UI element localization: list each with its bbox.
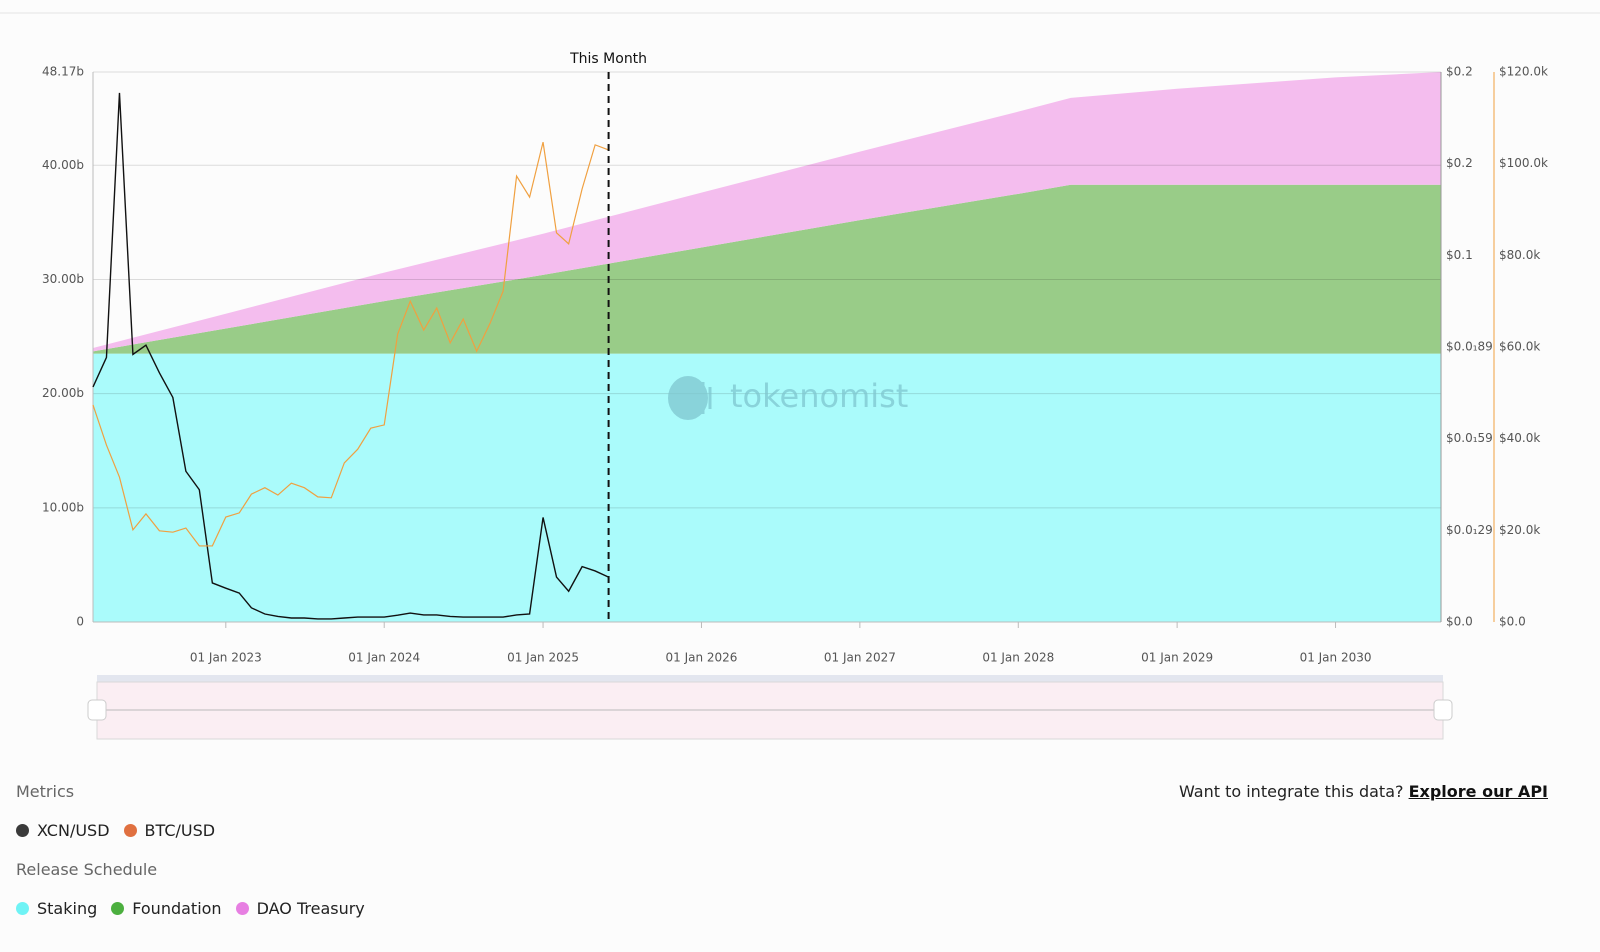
- legend-label: DAO Treasury: [256, 899, 365, 918]
- y2-tick-label: $0.1: [1446, 248, 1473, 262]
- line: [92, 92, 609, 620]
- y2-tick-label: $0.0₁89: [1446, 340, 1493, 354]
- legend: XCN/USD BTC/USD: [16, 821, 215, 840]
- this-month-label: This Month: [569, 51, 647, 67]
- y2-tick-label: $0.0: [1446, 615, 1473, 629]
- watermark: tokenomist: [668, 376, 908, 420]
- watermark-text: tokenomist: [730, 377, 908, 415]
- legend-item[interactable]: XCN/USD: [16, 821, 110, 840]
- y2-tick-label: $0.2: [1446, 156, 1473, 170]
- legend-label: Foundation: [132, 899, 222, 918]
- metrics-title: Metrics: [16, 782, 75, 801]
- line: [92, 141, 609, 547]
- api-link[interactable]: Explore our API: [1408, 782, 1548, 801]
- schedule-title: Release Schedule: [16, 860, 158, 879]
- legend-dot: [16, 902, 29, 915]
- area: [93, 184, 1441, 354]
- legend-label: Staking: [37, 899, 98, 918]
- legend-item[interactable]: Staking: [16, 899, 97, 918]
- y3-tick-label: $0.0: [1499, 615, 1526, 629]
- y-tick-label: 10.00b: [42, 500, 84, 514]
- y2-tick-label: $0.0₁59: [1446, 431, 1493, 445]
- y-tick-label: 0: [76, 615, 84, 629]
- navigator-handle[interactable]: [1433, 699, 1453, 721]
- x-tick-label: 01 Jan 2024: [348, 651, 420, 665]
- legend-dot: [235, 902, 249, 915]
- navigator[interactable]: [87, 675, 1453, 740]
- y2-tick-label: $0.0₁29: [1446, 523, 1493, 537]
- y3-tick-label: $100.0k: [1499, 156, 1548, 170]
- y-tick-label: 30.00b: [42, 272, 84, 286]
- y3-tick-label: $40.0k: [1499, 431, 1540, 445]
- x-tick-label: 01 Jan 2029: [1141, 651, 1213, 665]
- x-tick-label: 01 Jan 2026: [665, 651, 737, 665]
- legend-item[interactable]: BTC/USD: [123, 821, 216, 840]
- legend-label: BTC/USD: [144, 821, 216, 840]
- x-tick-label: 01 Jan 2028: [982, 651, 1054, 665]
- y-tick-label: 40.00b: [42, 158, 84, 172]
- y-tick-label: 20.00b: [42, 386, 84, 400]
- api-text: Want to integrate this data?: [1178, 782, 1404, 801]
- legend: Staking Foundation DAO Treasury: [16, 899, 365, 918]
- y3-tick-label: $20.0k: [1499, 523, 1540, 537]
- x-tick-label: 01 Jan 2023: [190, 651, 262, 665]
- x-tick-label: 01 Jan 2027: [824, 651, 896, 665]
- legend-item[interactable]: Foundation: [111, 899, 222, 918]
- x-tick-label: 01 Jan 2025: [507, 651, 579, 665]
- navigator-bar[interactable]: [97, 675, 1443, 683]
- y-tick-label: 48.17b: [42, 65, 84, 79]
- legend-dot: [123, 824, 137, 837]
- y3-tick-label: $80.0k: [1499, 248, 1540, 262]
- area: [93, 353, 1441, 622]
- legend-dot: [111, 902, 125, 915]
- y2-tick-label: $0.2: [1446, 65, 1473, 79]
- x-tick-label: 01 Jan 2030: [1300, 651, 1372, 665]
- y3-tick-label: $60.0k: [1499, 340, 1540, 354]
- watermark-icon: [668, 376, 708, 420]
- legend-item[interactable]: DAO Treasury: [235, 899, 365, 918]
- area: [93, 72, 1441, 352]
- y3-tick-label: $120.0k: [1499, 65, 1548, 79]
- legend-label: XCN/USD: [37, 821, 110, 840]
- navigator-handle[interactable]: [87, 699, 107, 721]
- legend-dot: [16, 824, 29, 837]
- api-note: Want to integrate this data? Explore our…: [1179, 782, 1548, 801]
- chart: 0 10.00b 20.00b 30.00b 40.00b 48.17b $0.0 $0.0₁…: [0, 12, 1600, 740]
